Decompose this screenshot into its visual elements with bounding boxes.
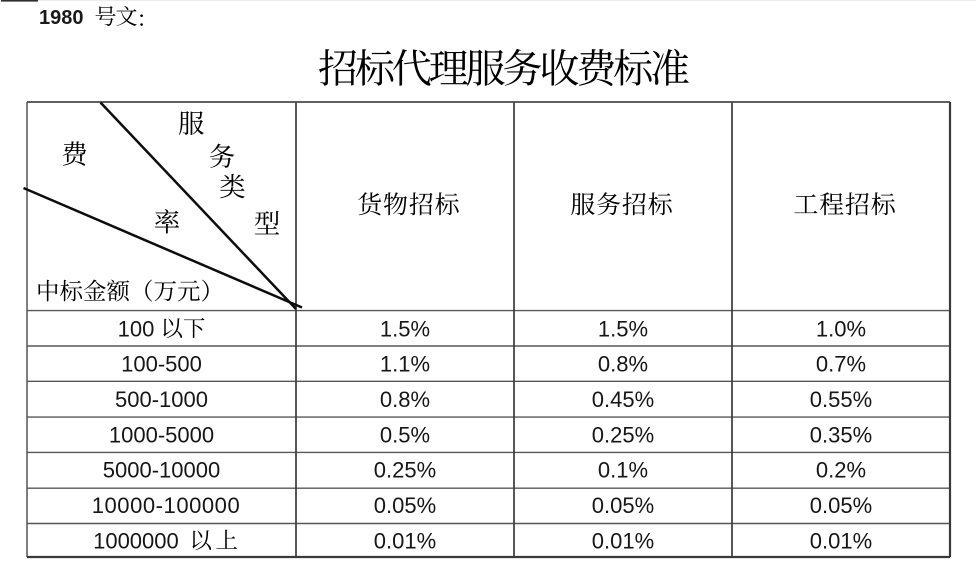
svg-text:1.5%: 1.5% <box>380 316 430 341</box>
svg-text:0.05%: 0.05% <box>592 493 654 518</box>
svg-text:0.1%: 0.1% <box>598 458 648 483</box>
svg-text:500-1000: 500-1000 <box>115 387 208 412</box>
svg-text:0.45%: 0.45% <box>592 387 654 412</box>
svg-text:0.05%: 0.05% <box>810 493 872 518</box>
svg-text:0.01%: 0.01% <box>810 528 872 553</box>
svg-text:0.01%: 0.01% <box>374 528 436 553</box>
svg-text:0.35%: 0.35% <box>810 422 872 447</box>
svg-text:0.5%: 0.5% <box>380 422 430 447</box>
svg-text:0.25%: 0.25% <box>374 458 436 483</box>
svg-text:0.7%: 0.7% <box>816 352 866 377</box>
svg-text:0.05%: 0.05% <box>374 493 436 518</box>
svg-text:0.25%: 0.25% <box>592 422 654 447</box>
svg-text:0.55%: 0.55% <box>810 387 872 412</box>
svg-text:0.8%: 0.8% <box>598 352 648 377</box>
svg-text:100: 100 <box>118 316 155 341</box>
svg-text:1980: 1980 <box>39 7 84 29</box>
svg-text:10000-100000: 10000-100000 <box>92 493 241 518</box>
svg-text:1.1%: 1.1% <box>380 352 430 377</box>
svg-text:1000000: 1000000 <box>93 528 179 553</box>
svg-text:1.5%: 1.5% <box>598 316 648 341</box>
svg-text:1.0%: 1.0% <box>816 316 866 341</box>
svg-text:0.8%: 0.8% <box>380 387 430 412</box>
svg-text:100-500: 100-500 <box>121 352 202 377</box>
svg-text:1000-5000: 1000-5000 <box>109 422 214 447</box>
svg-text:5000-10000: 5000-10000 <box>103 458 220 483</box>
svg-text:0.2%: 0.2% <box>816 458 866 483</box>
svg-text:0.01%: 0.01% <box>592 528 654 553</box>
